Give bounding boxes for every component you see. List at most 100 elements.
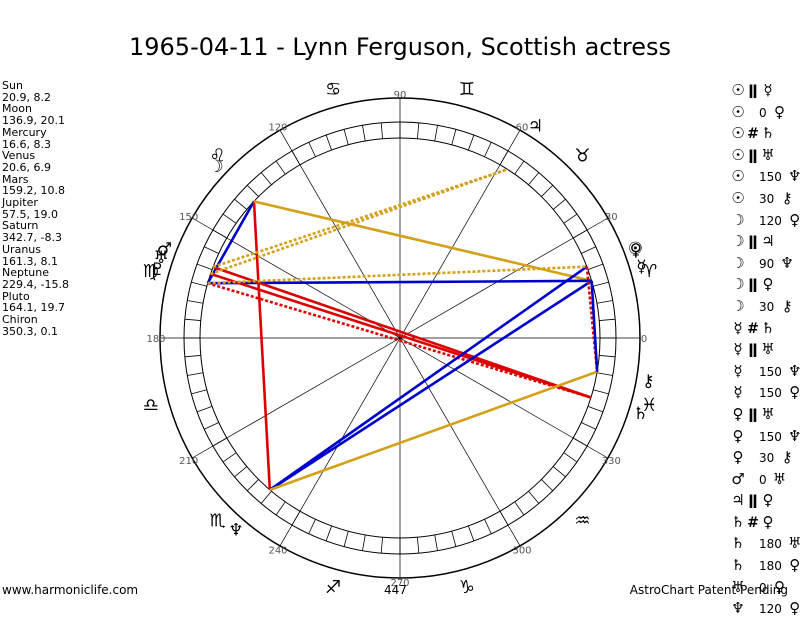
- degree-tick: [380, 122, 383, 139]
- zodiac-sign-glyph: ♋: [325, 79, 341, 100]
- aspect-line: [210, 272, 592, 399]
- aspect-planet-a: ♀: [732, 426, 744, 445]
- degree-tick: [587, 263, 604, 270]
- planet-coords: 342.7, -8.3: [2, 231, 62, 245]
- degree-tick: [380, 537, 383, 554]
- aspect-line: [269, 370, 598, 492]
- degree-label: 180: [146, 334, 165, 345]
- degree-tick: [191, 281, 207, 287]
- aspect-planet-a: ☿: [733, 383, 743, 402]
- degree-tick: [275, 501, 286, 516]
- planet-glyph: ♂: [157, 240, 172, 260]
- degree-tick: [234, 198, 248, 210]
- aspect-planet-b: ⚷: [781, 188, 793, 207]
- aspect-row: ☿ # ♄: [729, 317, 799, 339]
- degree-tick: [222, 452, 237, 463]
- planet-glyph: ♃: [528, 116, 543, 136]
- degree-tick: [484, 142, 492, 157]
- degree-label: 300: [512, 545, 531, 556]
- degree-tick: [308, 142, 316, 157]
- aspect-row: ♅ 0 ♀: [729, 576, 799, 598]
- aspect-angle: 150: [759, 429, 786, 444]
- degree-tick: [563, 213, 578, 224]
- planet-glyph: ♄: [633, 404, 648, 424]
- degree-tick: [451, 129, 457, 145]
- aspect-line: [207, 279, 592, 285]
- degree-tick: [325, 134, 332, 151]
- planet-glyph: ⚷: [642, 371, 654, 391]
- aspect-planet-b: ☿: [763, 81, 773, 99]
- aspect-line: [269, 279, 593, 491]
- degree-tick: [417, 537, 420, 554]
- planet-glyphs: ☉ ☽ ☿♀ ♂ ♃ ♄ ♅ ♆ ♇ ⚷: [150, 116, 655, 540]
- aspect-planet-a: ☿: [733, 340, 743, 359]
- aspect-row: ☉ 0 ♀: [729, 101, 799, 123]
- aspect-row: ☽ ǁ ♃: [729, 230, 799, 252]
- aspect-line: [207, 265, 587, 285]
- degree-tick: [514, 501, 525, 516]
- degree-tick: [187, 372, 204, 376]
- aspect-row: ☽ 90 ♆: [729, 252, 799, 274]
- degree-tick: [362, 534, 366, 551]
- degree-tick: [204, 246, 219, 254]
- planet-glyph: ♅: [154, 248, 169, 268]
- footer-number: 447: [384, 583, 407, 597]
- aspect-row: ☽ 30 ⚷: [729, 295, 799, 317]
- aspect-angle: 90: [759, 256, 779, 271]
- degree-tick: [246, 479, 259, 492]
- aspect-angle: 30: [759, 299, 779, 314]
- aspect-row: ☿ 150 ♆: [729, 360, 800, 382]
- planet-coords: 159.2, 10.8: [2, 184, 65, 198]
- aspect-planet-b: ♆: [780, 253, 794, 272]
- planet-name: Chiron: [2, 313, 38, 327]
- aspect-row: ☉ ǁ ☿: [729, 79, 799, 101]
- degree-tick: [187, 300, 204, 304]
- degree-tick: [325, 525, 332, 542]
- degree-tick: [593, 389, 609, 395]
- aspect-symbol: ǁ: [748, 493, 758, 510]
- planet-coords: 164.1, 19.7: [2, 301, 65, 315]
- aspect-planet-b: ♀: [762, 275, 774, 294]
- degree-labels: 0 30 60 90 120 150 180 210 240 270 300 330: [146, 90, 647, 589]
- aspect-line: [269, 265, 588, 491]
- aspect-row: ♄ 180 ♅: [729, 532, 800, 554]
- aspect-line: [212, 168, 508, 269]
- degree-tick: [191, 389, 207, 395]
- aspect-planet-b: ♅: [761, 145, 775, 164]
- degree-label: 210: [179, 456, 198, 467]
- degree-tick: [343, 129, 349, 145]
- aspect-row: ☉ # ♄: [729, 122, 799, 144]
- aspect-planet-b: ♀: [762, 491, 774, 510]
- aspect-planet-a: ☉: [731, 188, 745, 207]
- aspect-angle: 120: [759, 213, 786, 228]
- degree-label: 30: [605, 212, 618, 223]
- aspect-symbol: ǁ: [748, 406, 758, 423]
- aspect-planet-a: ♄: [731, 512, 745, 531]
- degree-tick: [308, 519, 316, 534]
- aspect-row: ☽ ǁ ♀: [729, 273, 799, 295]
- planet-coords: 20.9, 8.2: [2, 90, 51, 104]
- aspect-symbol: ǁ: [748, 83, 758, 99]
- aspect-planet-a: ☿: [733, 318, 743, 337]
- degree-tick: [581, 246, 596, 254]
- degree-tick: [434, 125, 438, 142]
- aspect-planet-a: ♀: [732, 404, 744, 423]
- zodiac-sign-glyph: ♒: [574, 510, 590, 531]
- zodiac-sign-glyph: ♍: [143, 261, 159, 282]
- degree-tick: [587, 406, 604, 413]
- planet-name: Uranus: [2, 242, 41, 256]
- degree-tick: [234, 466, 248, 478]
- zodiac-sign-glyph: ♌: [209, 146, 225, 167]
- degree-tick: [196, 263, 213, 270]
- aspect-planet-b: ♆: [787, 167, 800, 186]
- aspect-planet-b: ♀: [773, 577, 785, 596]
- degree-tick: [468, 134, 475, 151]
- planet-name: Venus: [2, 149, 36, 163]
- aspect-planet-b: ♆: [787, 426, 800, 445]
- degree-tick: [599, 355, 616, 358]
- planet-name: Saturn: [2, 219, 39, 233]
- degree-tick: [528, 172, 540, 186]
- planet-coords: 161.3, 8.1: [2, 254, 58, 268]
- aspect-planet-a: ☉: [731, 124, 745, 143]
- aspect-line: [207, 281, 592, 399]
